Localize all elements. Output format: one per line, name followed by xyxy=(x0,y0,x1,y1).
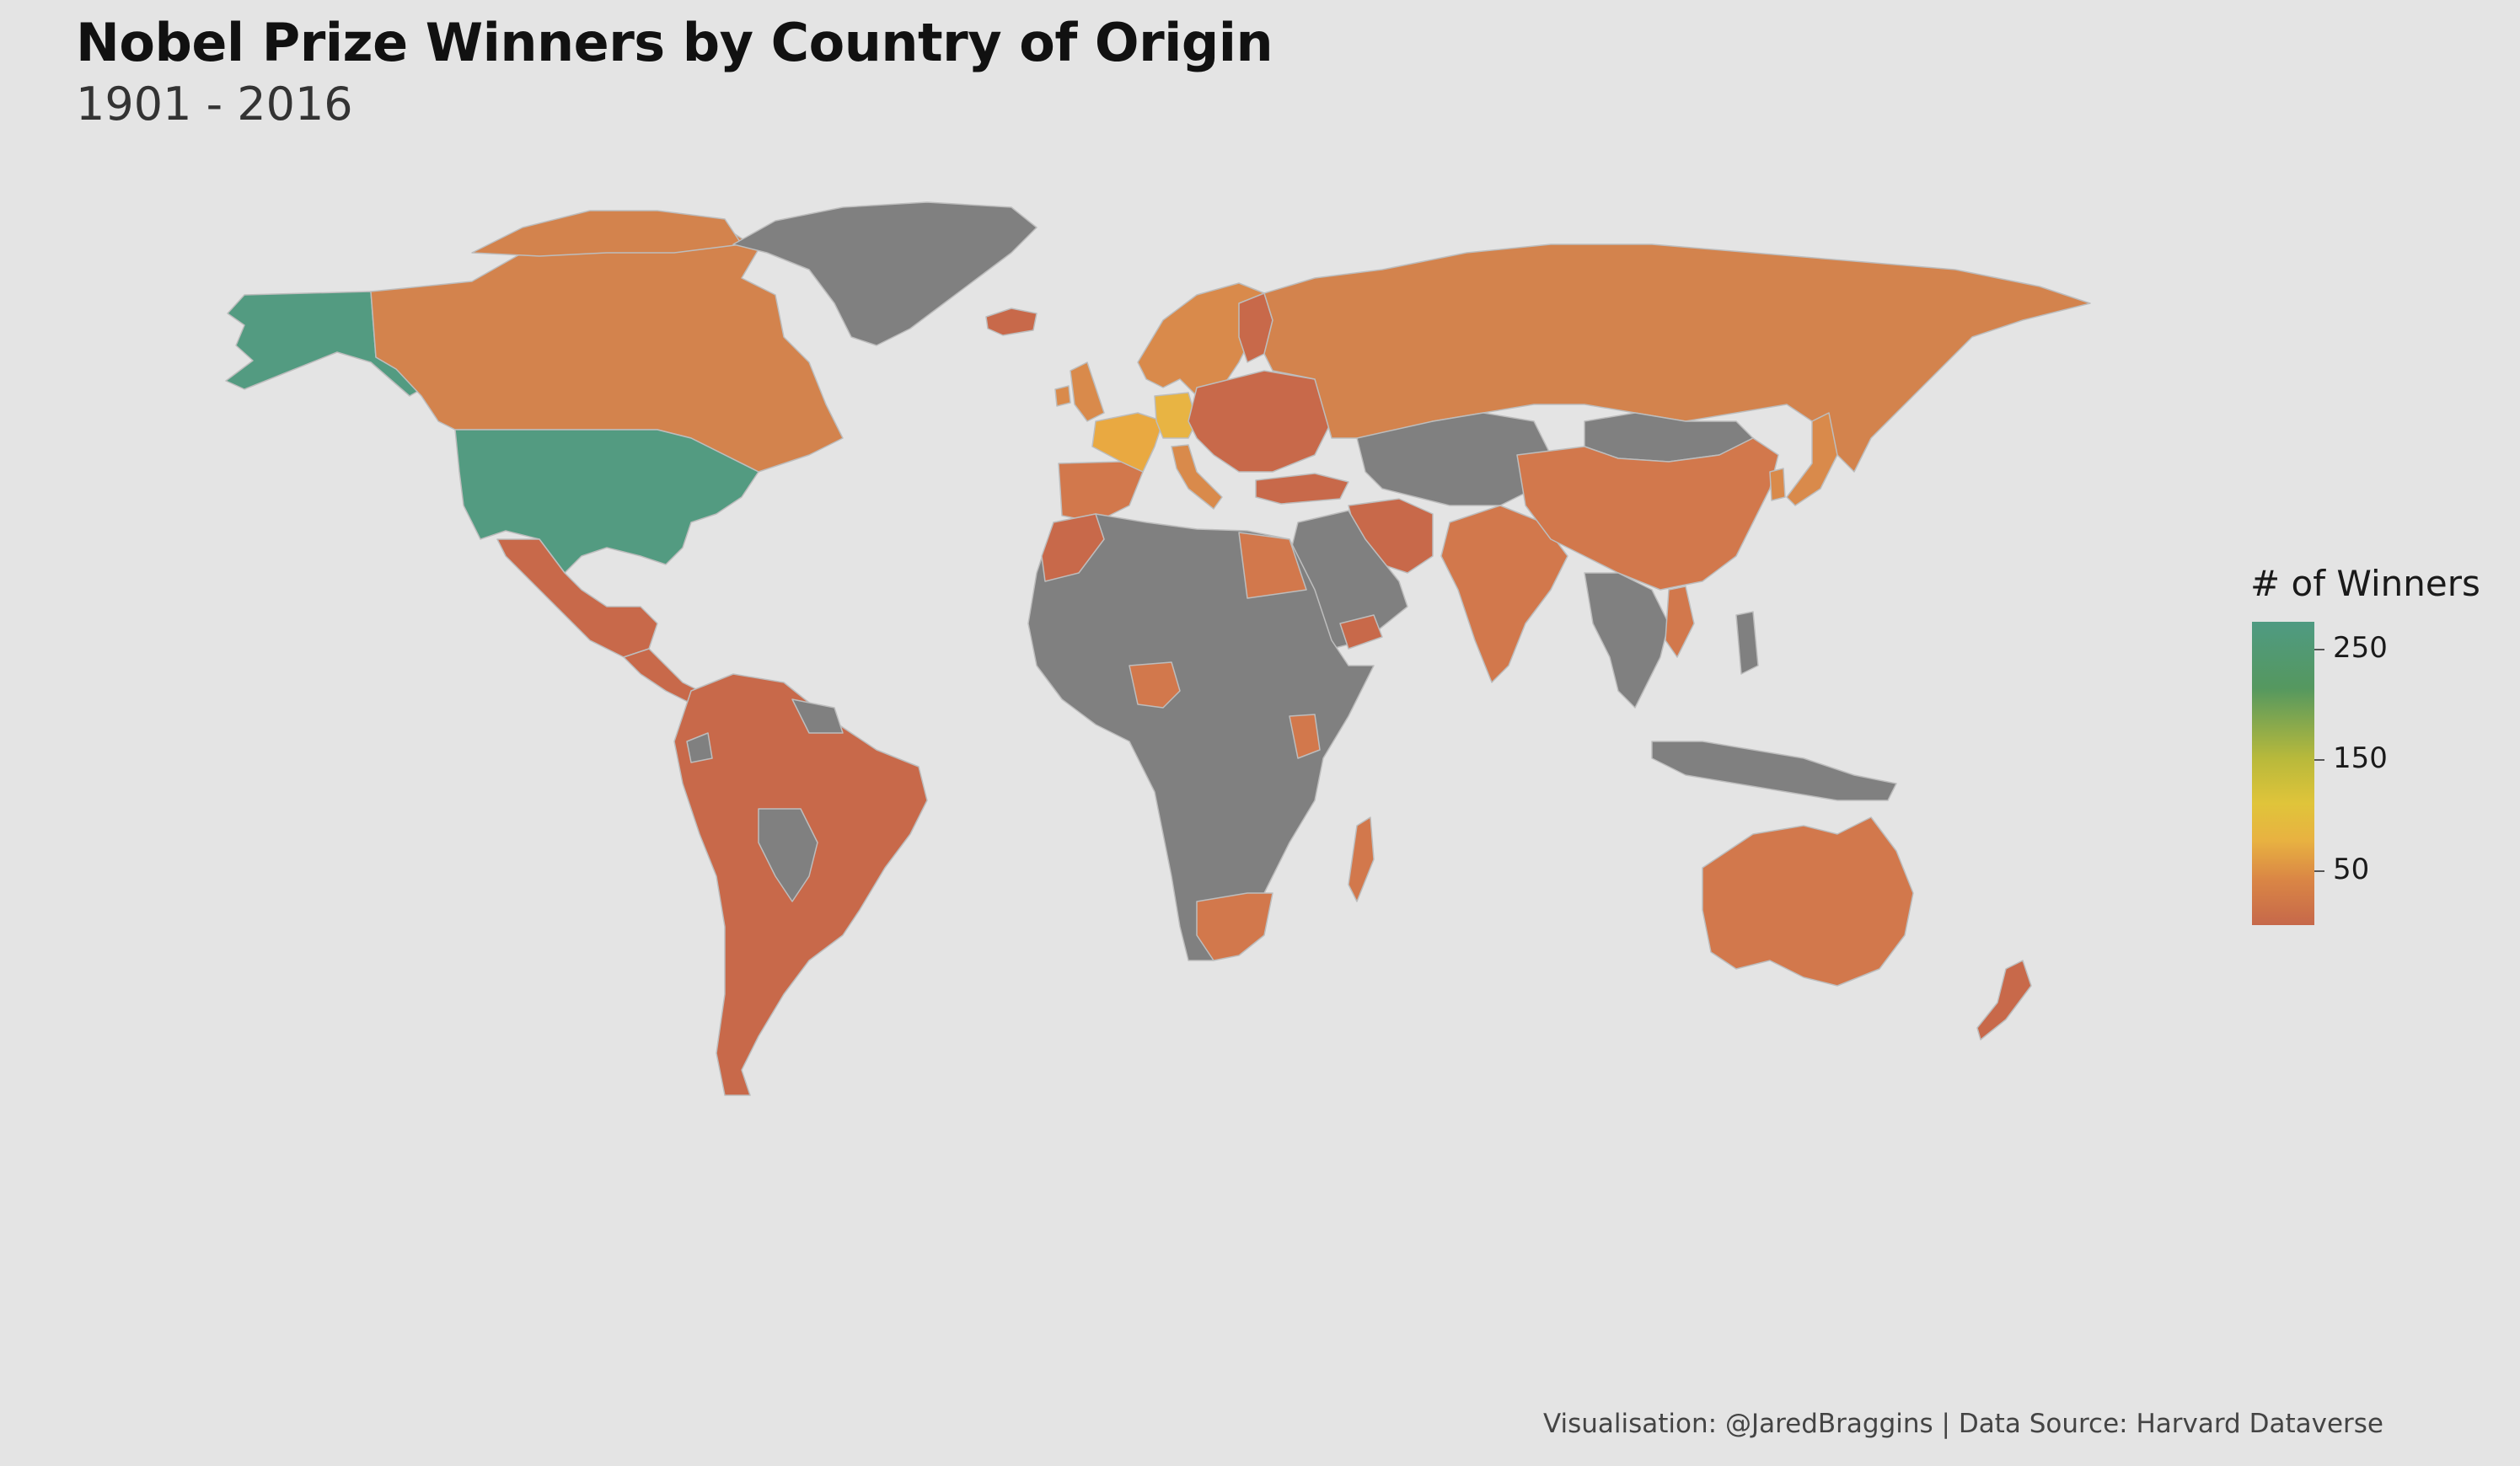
legend-tick-label: 150 xyxy=(2333,741,2388,776)
region-central-asia xyxy=(1356,412,1552,506)
region-greenland xyxy=(732,201,1037,346)
region-canada-islands xyxy=(471,210,743,257)
region-guyana xyxy=(791,698,844,734)
region-nigeria xyxy=(1129,661,1181,709)
region-bolivia xyxy=(758,808,818,902)
region-germany xyxy=(1154,392,1198,439)
map-subtitle: 1901 - 2016 xyxy=(76,78,353,131)
region-south-africa xyxy=(1196,892,1273,961)
region-morocco xyxy=(1041,513,1105,582)
region-japan xyxy=(1786,412,1838,506)
region-australia xyxy=(1702,816,1914,987)
map-caption: Visualisation: @JaredBraggins | Data Sou… xyxy=(1542,1409,2383,1439)
region-ireland xyxy=(1054,385,1071,407)
region-yemen xyxy=(1339,614,1383,650)
region-uk xyxy=(1070,361,1105,422)
region-iceland xyxy=(985,308,1037,336)
region-ecuador xyxy=(686,732,713,763)
region-china xyxy=(1516,437,1779,591)
region-philippines xyxy=(1735,611,1759,675)
region-korea xyxy=(1769,468,1786,501)
legend-tick-mark xyxy=(2314,648,2324,650)
region-indonesia xyxy=(1651,741,1897,801)
region-france xyxy=(1091,412,1164,473)
region-kenya xyxy=(1289,714,1321,759)
region-scandinavia xyxy=(1137,282,1265,397)
region-eastern-europe xyxy=(1188,370,1332,473)
region-mexico xyxy=(496,538,658,658)
legend-colorbar xyxy=(2252,622,2314,925)
region-madagascar xyxy=(1348,816,1375,902)
region-southeast-asia xyxy=(1584,572,1670,709)
region-egypt xyxy=(1238,532,1307,599)
map-title: Nobel Prize Winners by Country of Origin xyxy=(76,12,1273,73)
region-usa xyxy=(454,429,759,574)
region-vietnam xyxy=(1665,586,1695,658)
region-turkey xyxy=(1255,473,1349,505)
region-new-zealand xyxy=(1976,960,2032,1041)
legend-tick-mark xyxy=(2314,759,2324,762)
region-italy xyxy=(1171,444,1223,510)
region-iberia xyxy=(1058,461,1144,523)
region-central-america xyxy=(623,648,700,704)
legend-tick-mark xyxy=(2314,869,2324,872)
legend-tick-label: 50 xyxy=(2333,852,2370,886)
legend-title: # of Winners xyxy=(2250,563,2480,604)
legend-tick-label: 250 xyxy=(2333,630,2388,665)
